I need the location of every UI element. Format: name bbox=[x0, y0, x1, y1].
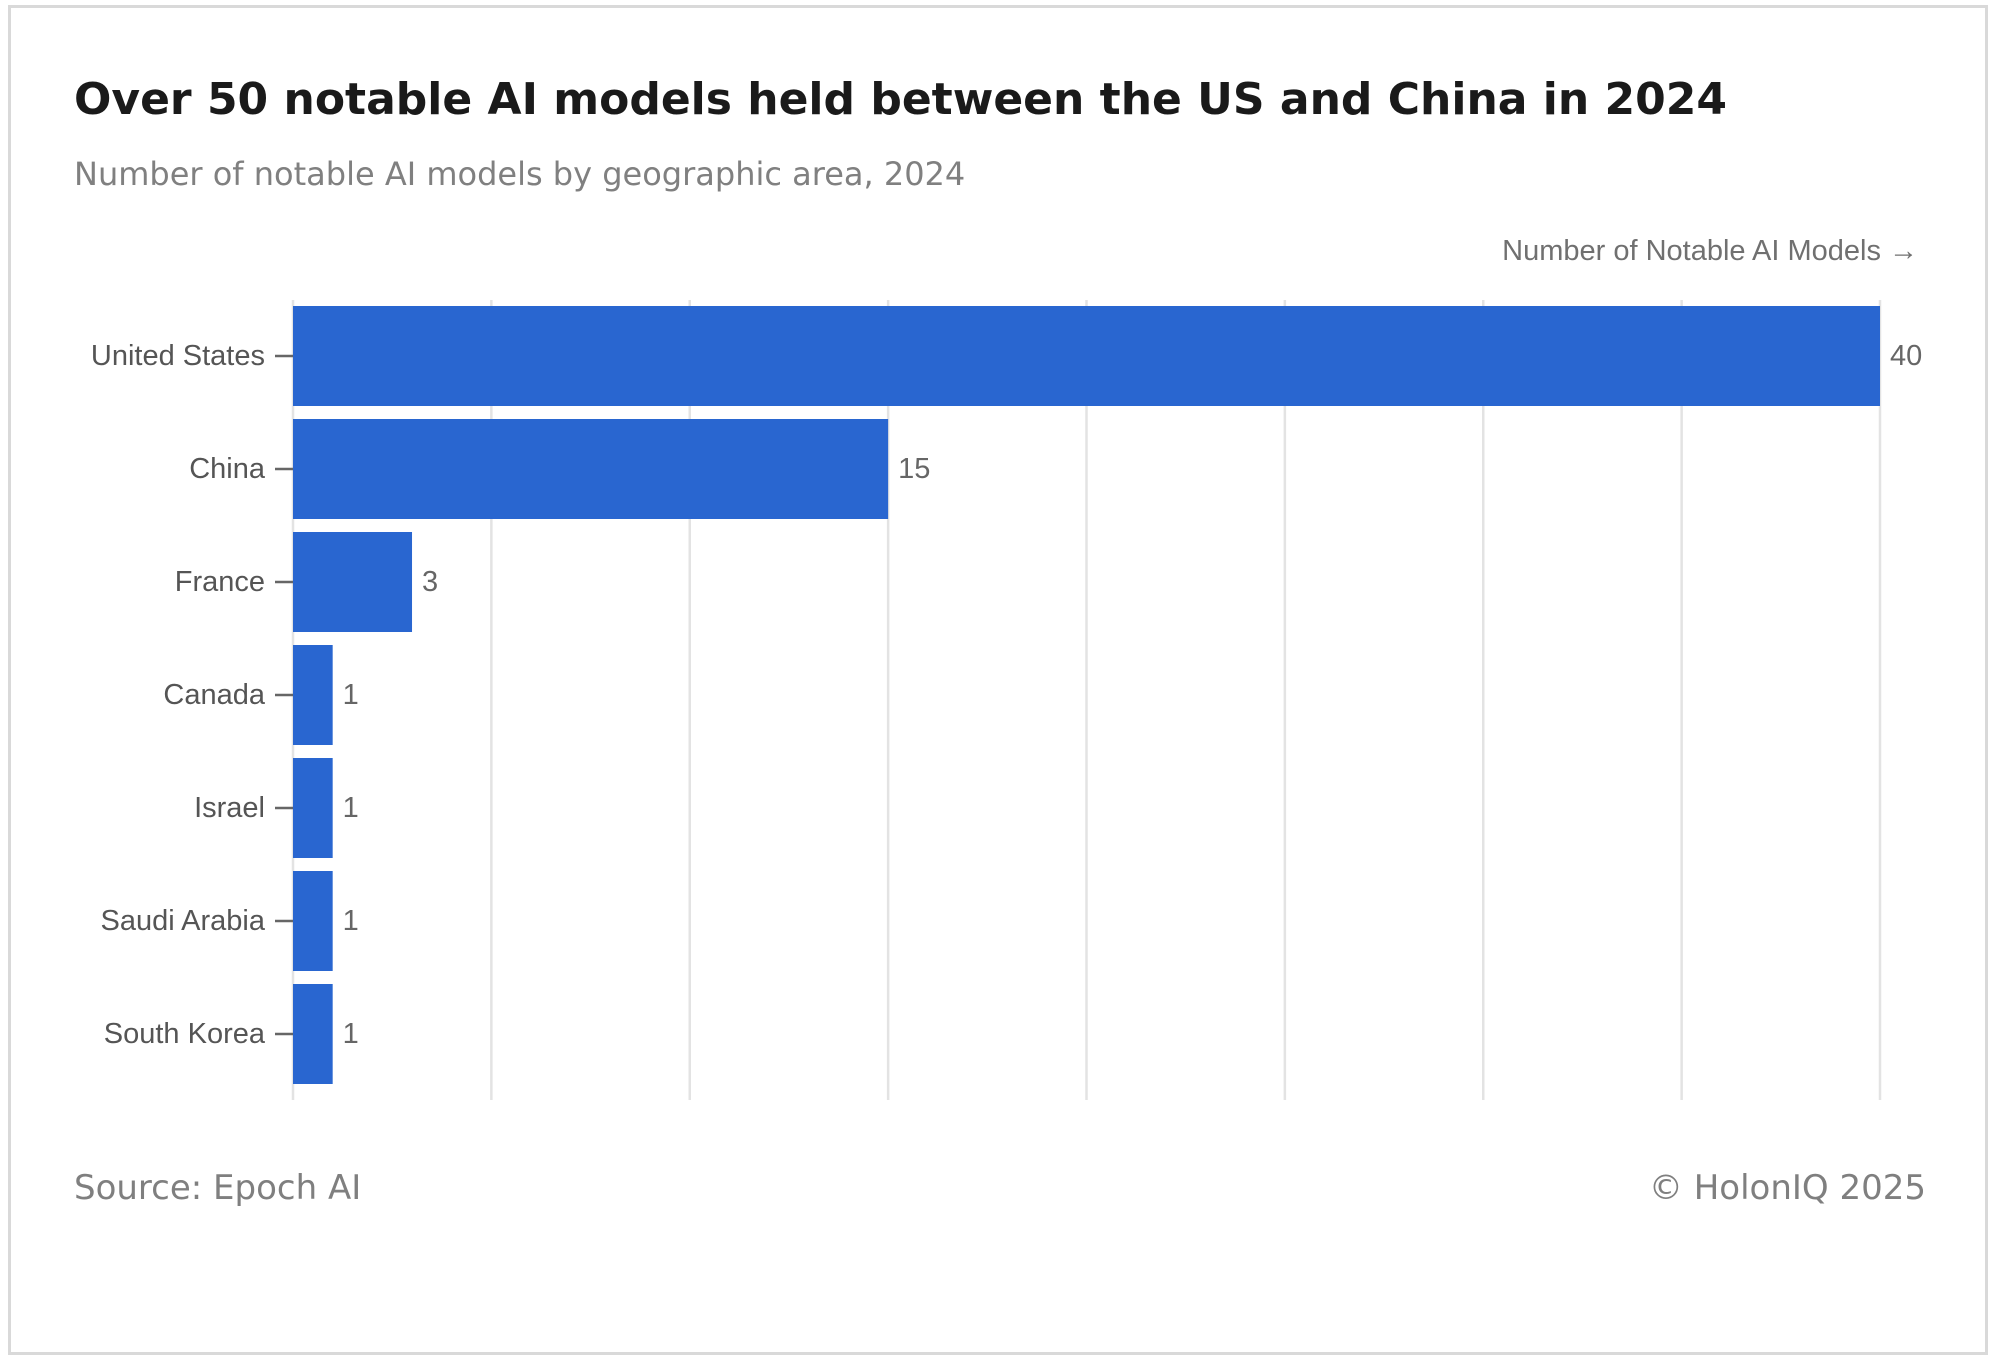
chart-subtitle: Number of notable AI models by geographi… bbox=[74, 155, 966, 193]
x-axis-title: Number of Notable AI Models → bbox=[1502, 235, 1918, 267]
data-label: 15 bbox=[898, 453, 930, 485]
data-label: 1 bbox=[343, 905, 359, 937]
chart-card bbox=[8, 5, 1988, 1355]
bar-canada bbox=[293, 645, 333, 745]
data-label: 1 bbox=[343, 679, 359, 711]
category-label: Canada bbox=[163, 679, 265, 711]
chart-title: Over 50 notable AI models held between t… bbox=[74, 74, 1727, 125]
bars bbox=[293, 306, 1880, 1084]
data-label: 40 bbox=[1890, 340, 1922, 372]
data-label: 1 bbox=[343, 1018, 359, 1050]
bar-china bbox=[293, 419, 889, 519]
category-label: Saudi Arabia bbox=[101, 905, 266, 937]
category-label: Israel bbox=[194, 792, 265, 824]
category-label: South Korea bbox=[104, 1018, 266, 1050]
copyright-note: © HolonIQ 2025 bbox=[1648, 1168, 1926, 1208]
bar-saudi-arabia bbox=[293, 871, 333, 971]
category-label: France bbox=[175, 566, 265, 598]
labels: United States 40 China 15 France 3 Canada 1 Isra… bbox=[91, 340, 1922, 1050]
data-label: 1 bbox=[343, 792, 359, 824]
bar-israel bbox=[293, 758, 333, 858]
bar-france bbox=[293, 532, 413, 632]
source-note: Source: Epoch AI bbox=[74, 1168, 362, 1208]
data-label: 3 bbox=[422, 566, 438, 598]
bar-south-korea bbox=[293, 984, 333, 1084]
category-label: China bbox=[189, 453, 266, 485]
category-label: United States bbox=[91, 340, 265, 372]
bar-united-states bbox=[293, 306, 1880, 406]
